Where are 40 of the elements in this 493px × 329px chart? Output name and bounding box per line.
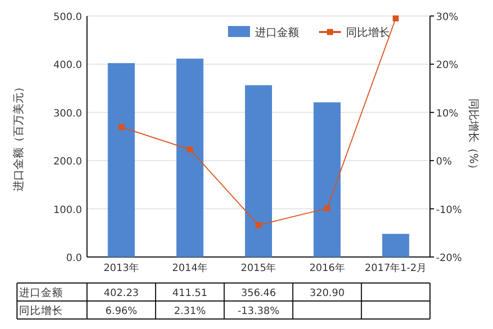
y2-tick-label: 0% [436, 156, 452, 168]
bar [108, 63, 135, 257]
point [324, 205, 330, 212]
data-label: 6.96% [105, 306, 138, 317]
point [256, 222, 262, 228]
y2-tick-label: 20% [436, 60, 458, 72]
point [392, 15, 399, 22]
bar [245, 85, 272, 257]
y-tick-label: 300.0 [53, 108, 82, 120]
bar [176, 58, 204, 257]
x-tick-label: 2014年 [172, 262, 208, 274]
data-label: -13.38% [238, 306, 280, 317]
x-tick-label: 2017年1-2月 [364, 262, 427, 274]
x-tick-label: 2015年 [240, 262, 276, 274]
legend-label: 进口金额 [255, 26, 299, 39]
y2-tick-label: -20% [436, 253, 462, 264]
y-tick-label: 100.0 [53, 204, 82, 216]
y-tick-label: 500.0 [53, 12, 82, 23]
y2-tick-label: -10% [436, 204, 462, 216]
y2-tick-label: 30% [436, 12, 458, 23]
x-tick-label: 2013年 [104, 262, 140, 274]
y2-axis-title: 同比增长（%） [467, 98, 480, 175]
point [118, 124, 124, 130]
y-tick-label: 0.0 [66, 253, 82, 264]
data-label: 320.90 [310, 288, 345, 299]
point [186, 146, 193, 152]
data-label: 402.23 [104, 288, 139, 299]
data-label: 411.51 [172, 288, 208, 299]
data-label: 356.46 [241, 288, 276, 299]
legend-label: 同比增长 [346, 26, 390, 39]
x-tick-label: 2016年 [309, 262, 345, 274]
data-label: 2.31% [174, 306, 206, 317]
y-tick-label: 200.0 [53, 156, 82, 168]
y2-tick-label: 10% [436, 108, 458, 120]
bar [314, 102, 341, 257]
y-axis-title: 进口金额（百万美元） [12, 82, 25, 192]
bar [382, 234, 410, 257]
y-tick-label: 400.0 [53, 60, 82, 72]
text: 进口金额 [19, 287, 63, 299]
text: 同比增长 [19, 305, 63, 317]
